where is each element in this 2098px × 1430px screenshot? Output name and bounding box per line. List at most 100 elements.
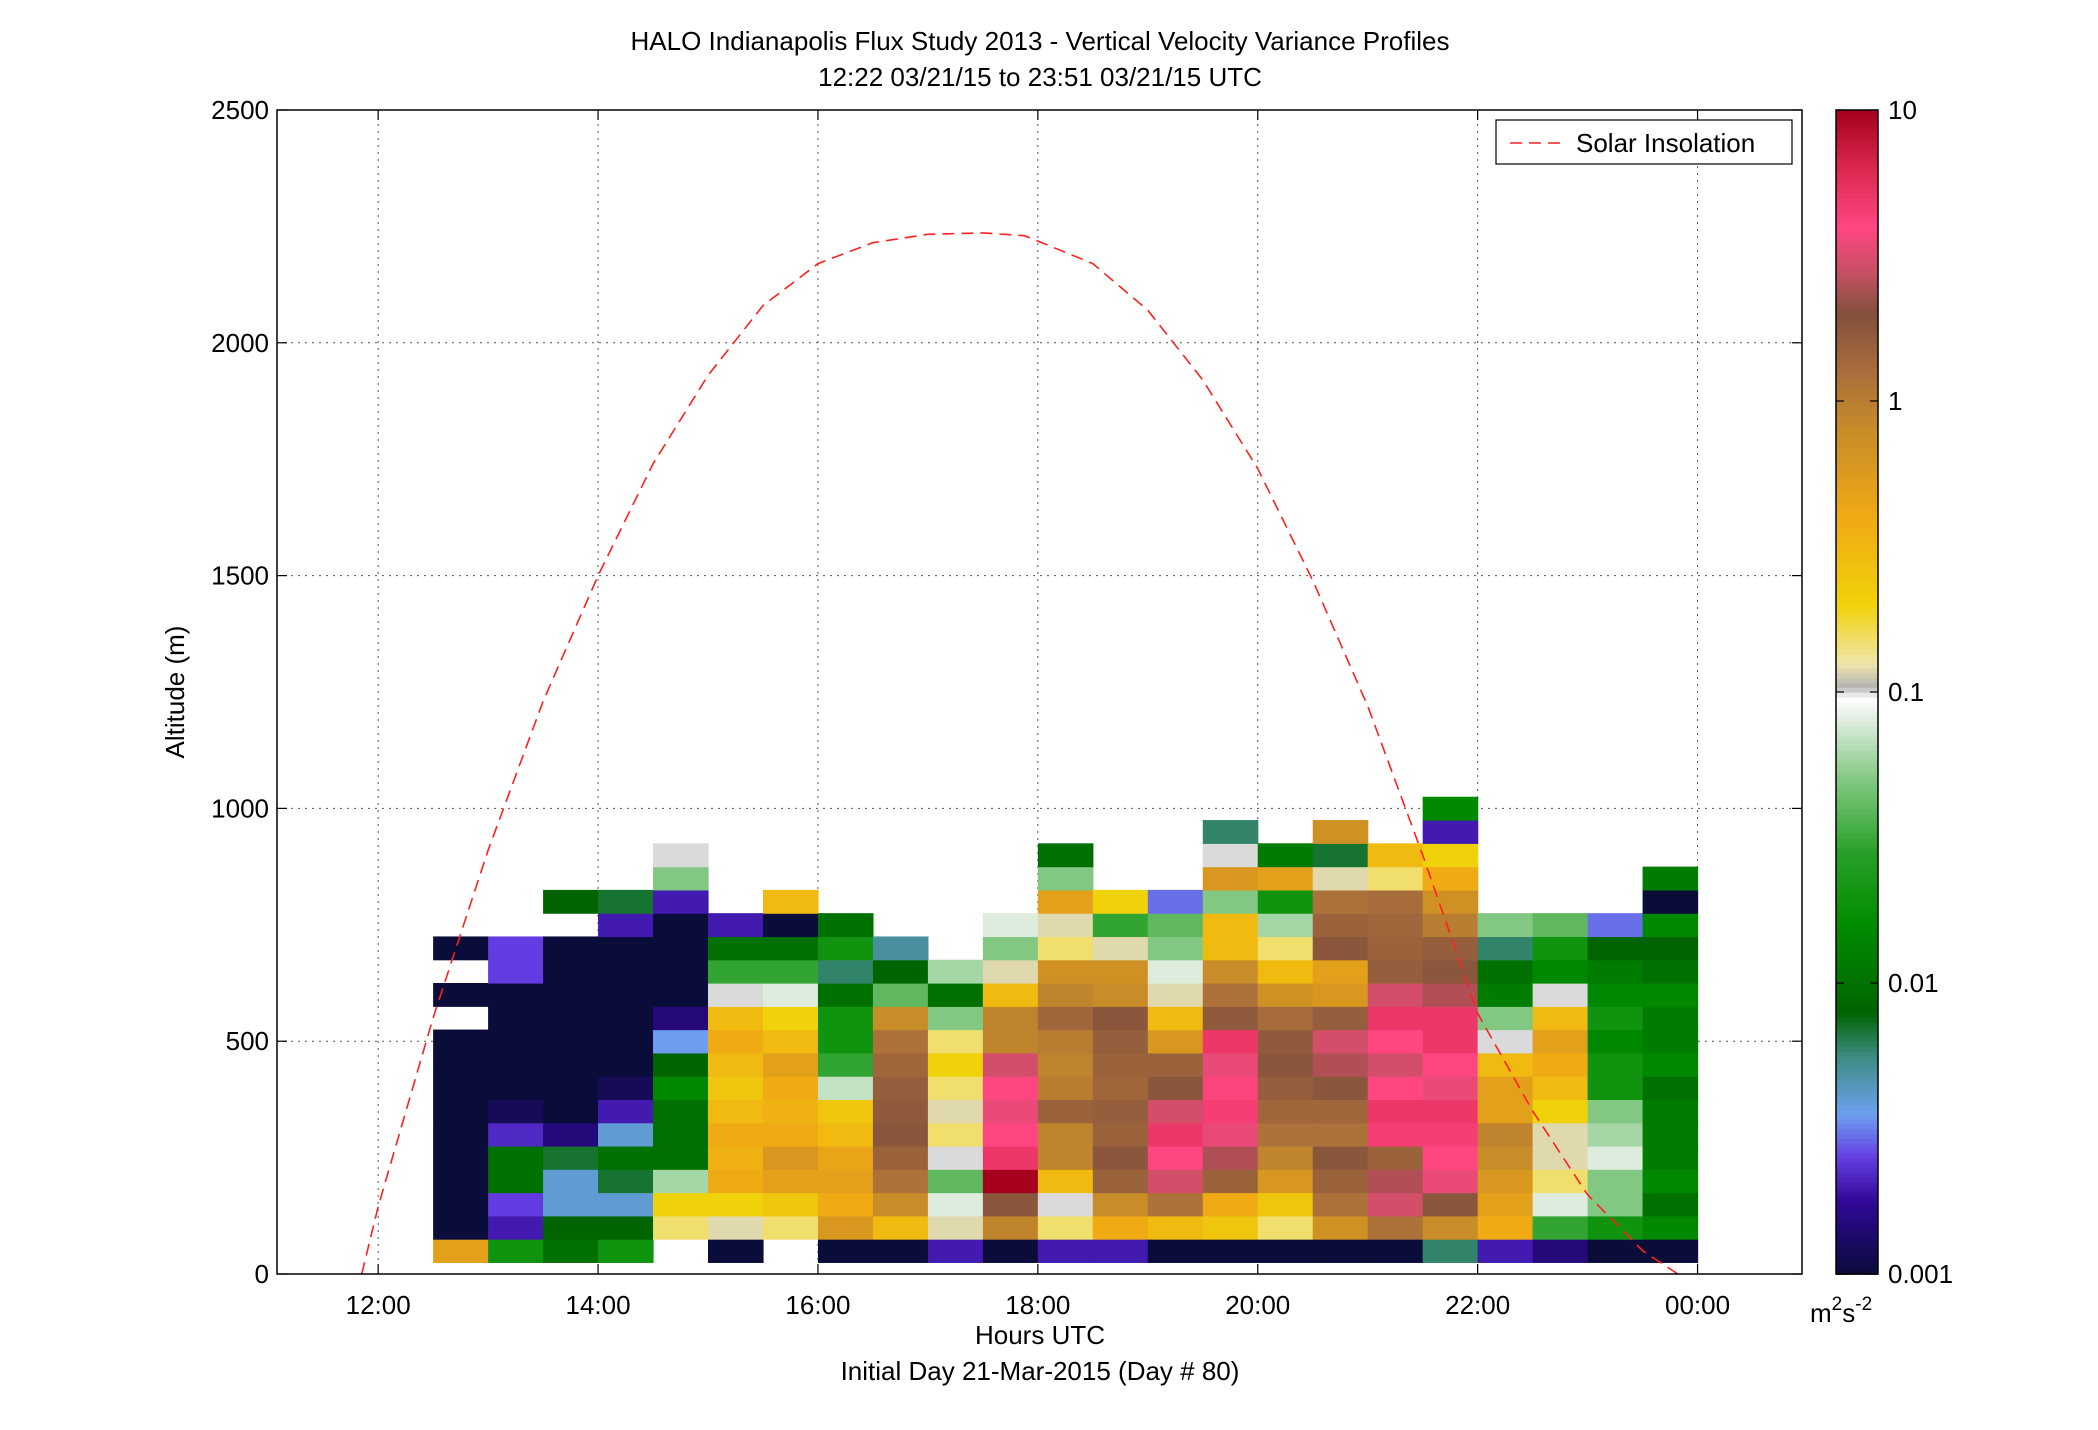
colorbar-stripe [1836, 391, 1878, 397]
chart-subtitle: 12:22 03/21/15 to 23:51 03/21/15 UTC [818, 62, 1262, 92]
heatmap-cell [1587, 1029, 1644, 1054]
colorbar-stripe [1836, 730, 1878, 737]
heatmap-cell [708, 1145, 764, 1170]
heatmap-cell [543, 1006, 599, 1031]
heatmap-cell [1202, 1076, 1259, 1100]
heatmap-cell [1532, 1215, 1589, 1240]
heatmap-cell [1202, 1192, 1259, 1217]
heatmap-cell [1532, 1145, 1589, 1170]
heatmap-cell [543, 1076, 599, 1100]
heatmap-cell [1312, 913, 1369, 938]
heatmap-cell [1532, 1076, 1589, 1100]
colorbar-stripe [1836, 260, 1878, 266]
heatmap-cell [433, 1215, 489, 1240]
colorbar-stripe [1836, 270, 1878, 276]
heatmap-cell [708, 913, 764, 938]
colorbar-stripe [1836, 953, 1878, 960]
colorbar-stripe [1836, 405, 1878, 412]
colorbar-stripe [1836, 1138, 1878, 1144]
colorbar-stripe [1836, 454, 1878, 460]
heatmap-cell [1257, 1215, 1314, 1240]
colorbar-stripe [1836, 789, 1878, 795]
heatmap-cell [1037, 936, 1094, 961]
colorbar-stripe [1836, 633, 1878, 640]
colorbar-stripe [1836, 856, 1878, 863]
colorbar-stripe [1836, 1235, 1878, 1241]
heatmap-cell [1422, 1006, 1479, 1031]
colorbar-stripe [1836, 163, 1878, 169]
heatmap-cell [1587, 1099, 1644, 1124]
colorbar-stripe [1836, 1181, 1878, 1188]
colorbar-stripe [1836, 357, 1878, 363]
colorbar-stripe [1836, 1201, 1878, 1207]
heatmap-cell [543, 1122, 599, 1147]
colorbar-stripe [1836, 847, 1878, 853]
heatmap-cell [1147, 1192, 1204, 1217]
heatmap-cell [598, 1052, 654, 1077]
heatmap-cell [1367, 936, 1424, 961]
heatmap-cell [1037, 1052, 1094, 1077]
heatmap-cell [1257, 1239, 1314, 1263]
x-tick-label: 16:00 [785, 1290, 850, 1320]
colorbar-stripe [1836, 216, 1878, 223]
legend-box [1495, 119, 1793, 165]
y-tick-label: 500 [226, 1026, 269, 1056]
heatmap-cell [1532, 936, 1589, 961]
heatmap-cell [1257, 1145, 1314, 1170]
heatmap-cell [488, 1006, 544, 1031]
heatmap-cell [598, 1099, 654, 1124]
heatmap-cell [982, 1052, 1039, 1077]
y-tick-label: 1000 [211, 793, 269, 823]
heatmap-cell [982, 913, 1039, 938]
heatmap-cell [1257, 843, 1314, 868]
heatmap-cell [1367, 1239, 1424, 1263]
y-tick-label: 1500 [211, 561, 269, 591]
heatmap-cell [1642, 1239, 1699, 1263]
x-tick-label: 22:00 [1445, 1290, 1510, 1320]
colorbar-stripe [1836, 328, 1878, 334]
heatmap-cell [1312, 889, 1369, 914]
heatmap-cell [982, 1215, 1039, 1240]
y-axis-label: Altitude (m) [160, 626, 190, 759]
heatmap-cell [653, 959, 709, 984]
colorbar-stripe [1836, 837, 1878, 844]
colorbar-stripe [1836, 546, 1878, 553]
heatmap-cell [1202, 1006, 1259, 1031]
heatmap-cell [1367, 1145, 1424, 1170]
heatmap-cell [598, 1006, 654, 1031]
heatmap-cell [762, 1122, 819, 1147]
heatmap-cell [653, 936, 709, 961]
heatmap-cell [653, 1192, 709, 1217]
heatmap-cell [1092, 983, 1149, 1007]
heatmap-cell [1532, 1099, 1589, 1124]
heatmap-cell [1367, 983, 1424, 1007]
heatmap-cell [1312, 936, 1369, 961]
heatmap-cell [1642, 936, 1699, 961]
heatmap-cell [653, 913, 709, 938]
colorbar-stripe [1836, 939, 1878, 945]
heatmap-cell [1642, 889, 1699, 914]
colorbar-tick-label: 0.1 [1888, 677, 1924, 707]
heatmap-cell [1257, 1052, 1314, 1077]
heatmap-cell [1422, 1215, 1479, 1240]
colorbar-stripe [1836, 250, 1878, 257]
y-tick-label: 0 [255, 1259, 269, 1289]
heatmap-cell [1587, 936, 1644, 961]
heatmap-cell [653, 1076, 709, 1100]
colorbar-stripe [1836, 1249, 1878, 1256]
colorbar-stripe [1836, 1264, 1878, 1270]
colorbar-stripe [1836, 1050, 1878, 1057]
colorbar-stripe [1836, 556, 1878, 562]
heatmap-cell [708, 1029, 764, 1054]
colorbar-stripe [1836, 895, 1878, 902]
colorbar-stripe [1836, 177, 1878, 184]
colorbar-stripe [1836, 114, 1878, 121]
heatmap-cell [1367, 1076, 1424, 1100]
colorbar-stripe [1836, 1046, 1878, 1052]
heatmap-cell [1257, 959, 1314, 984]
colorbar-stripe [1836, 1215, 1878, 1222]
heatmap-cell [598, 913, 654, 938]
colorbar-stripe [1836, 890, 1878, 897]
heatmap-cell [488, 1145, 544, 1170]
colorbar-stripe [1836, 1143, 1878, 1149]
